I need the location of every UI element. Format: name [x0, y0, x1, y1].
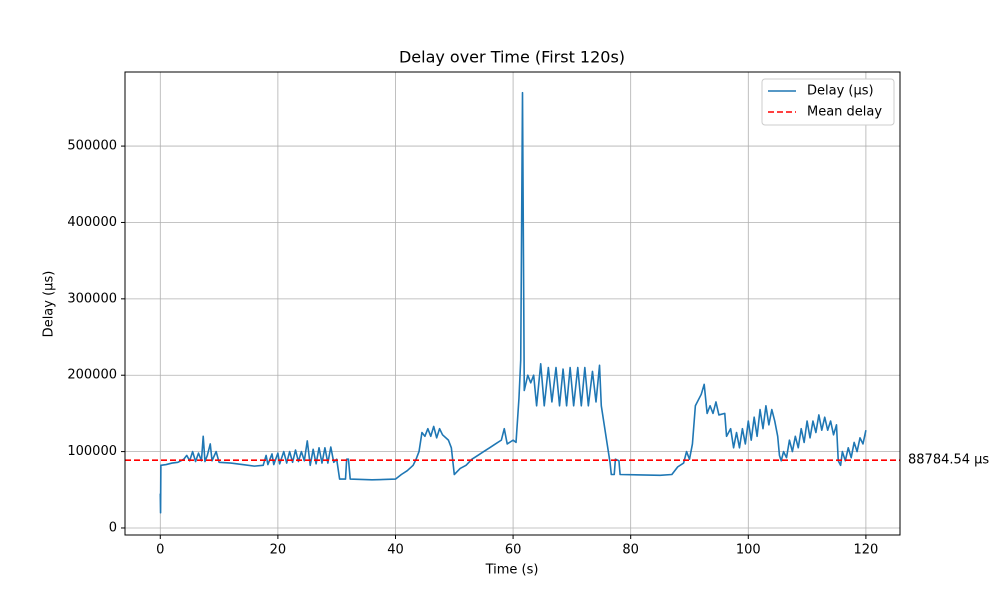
legend-label: Delay (µs) [807, 84, 874, 99]
y-tick-label: 500000 [67, 139, 117, 154]
x-axis-label: Time (s) [485, 563, 539, 578]
y-tick-label: 400000 [67, 215, 117, 230]
data-line [159, 91, 867, 514]
x-tick-label: 100 [736, 543, 761, 558]
x-tick-label: 80 [622, 543, 639, 558]
y-tick-label: 300000 [67, 291, 117, 306]
x-tick-label: 20 [270, 543, 287, 558]
y-tick-label: 200000 [67, 368, 117, 383]
x-tick-label: 40 [387, 543, 404, 558]
chart-title: Delay over Time (First 120s) [399, 48, 625, 67]
legend-label: Mean delay [807, 105, 882, 120]
x-tick-label: 60 [505, 543, 522, 558]
x-tick-label: 0 [156, 543, 164, 558]
plot-frame [124, 71, 901, 536]
y-tick-label: 0 [109, 520, 117, 535]
x-tick-label: 120 [853, 543, 878, 558]
mean-label: 88784.54 µs [908, 453, 989, 468]
y-tick-label: 100000 [67, 444, 117, 459]
y-axis-label: Delay (µs) [42, 271, 57, 338]
